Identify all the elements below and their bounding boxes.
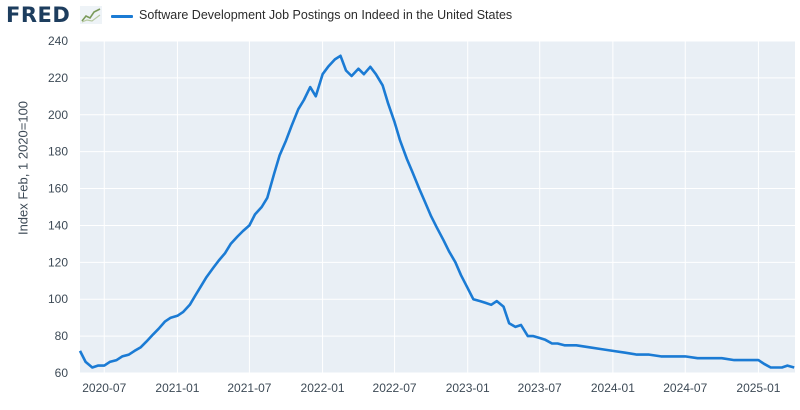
legend-label: Software Development Job Postings on Ind… [139,8,513,22]
y-tick-label: 240 [48,34,68,48]
legend-swatch [111,15,133,18]
y-tick-label: 220 [48,71,68,85]
y-tick-label: 60 [55,366,69,380]
y-tick-label: 100 [48,292,68,306]
y-tick-label: 80 [55,329,69,343]
y-tick-label: 160 [48,182,68,196]
x-tick-label: 2021-01 [155,381,199,395]
x-tick-label: 2021-07 [227,381,271,395]
x-tick-label: 2023-01 [446,381,490,395]
y-tick-label: 200 [48,108,68,122]
x-tick-label: 2022-07 [373,381,417,395]
y-tick-label: 140 [48,218,68,232]
gridlines [80,40,795,374]
y-tick-label: 180 [48,145,68,159]
x-tick-label: 2022-01 [301,381,345,395]
x-tick-label: 2020-07 [82,381,126,395]
x-tick-label: 2024-01 [591,381,635,395]
fred-logo[interactable]: FRED [6,3,71,27]
plot-background [80,41,795,373]
x-tick-label: 2023-07 [518,381,562,395]
x-tick-label: 2025-01 [736,381,780,395]
y-tick-label: 120 [48,255,68,269]
x-axis-ticks: 2020-07 2021-01 2021-07 2022-01 2022-07 2023-… [82,381,781,395]
fred-logo-graph-icon [80,6,102,24]
chart-header: FRED Software Development Job Postings o… [0,0,800,34]
series-line [78,54,795,369]
y-axis-ticks: 60 80 100 120 140 160 180 200 220 240 [48,34,68,380]
x-tick-label: 2024-07 [663,381,707,395]
